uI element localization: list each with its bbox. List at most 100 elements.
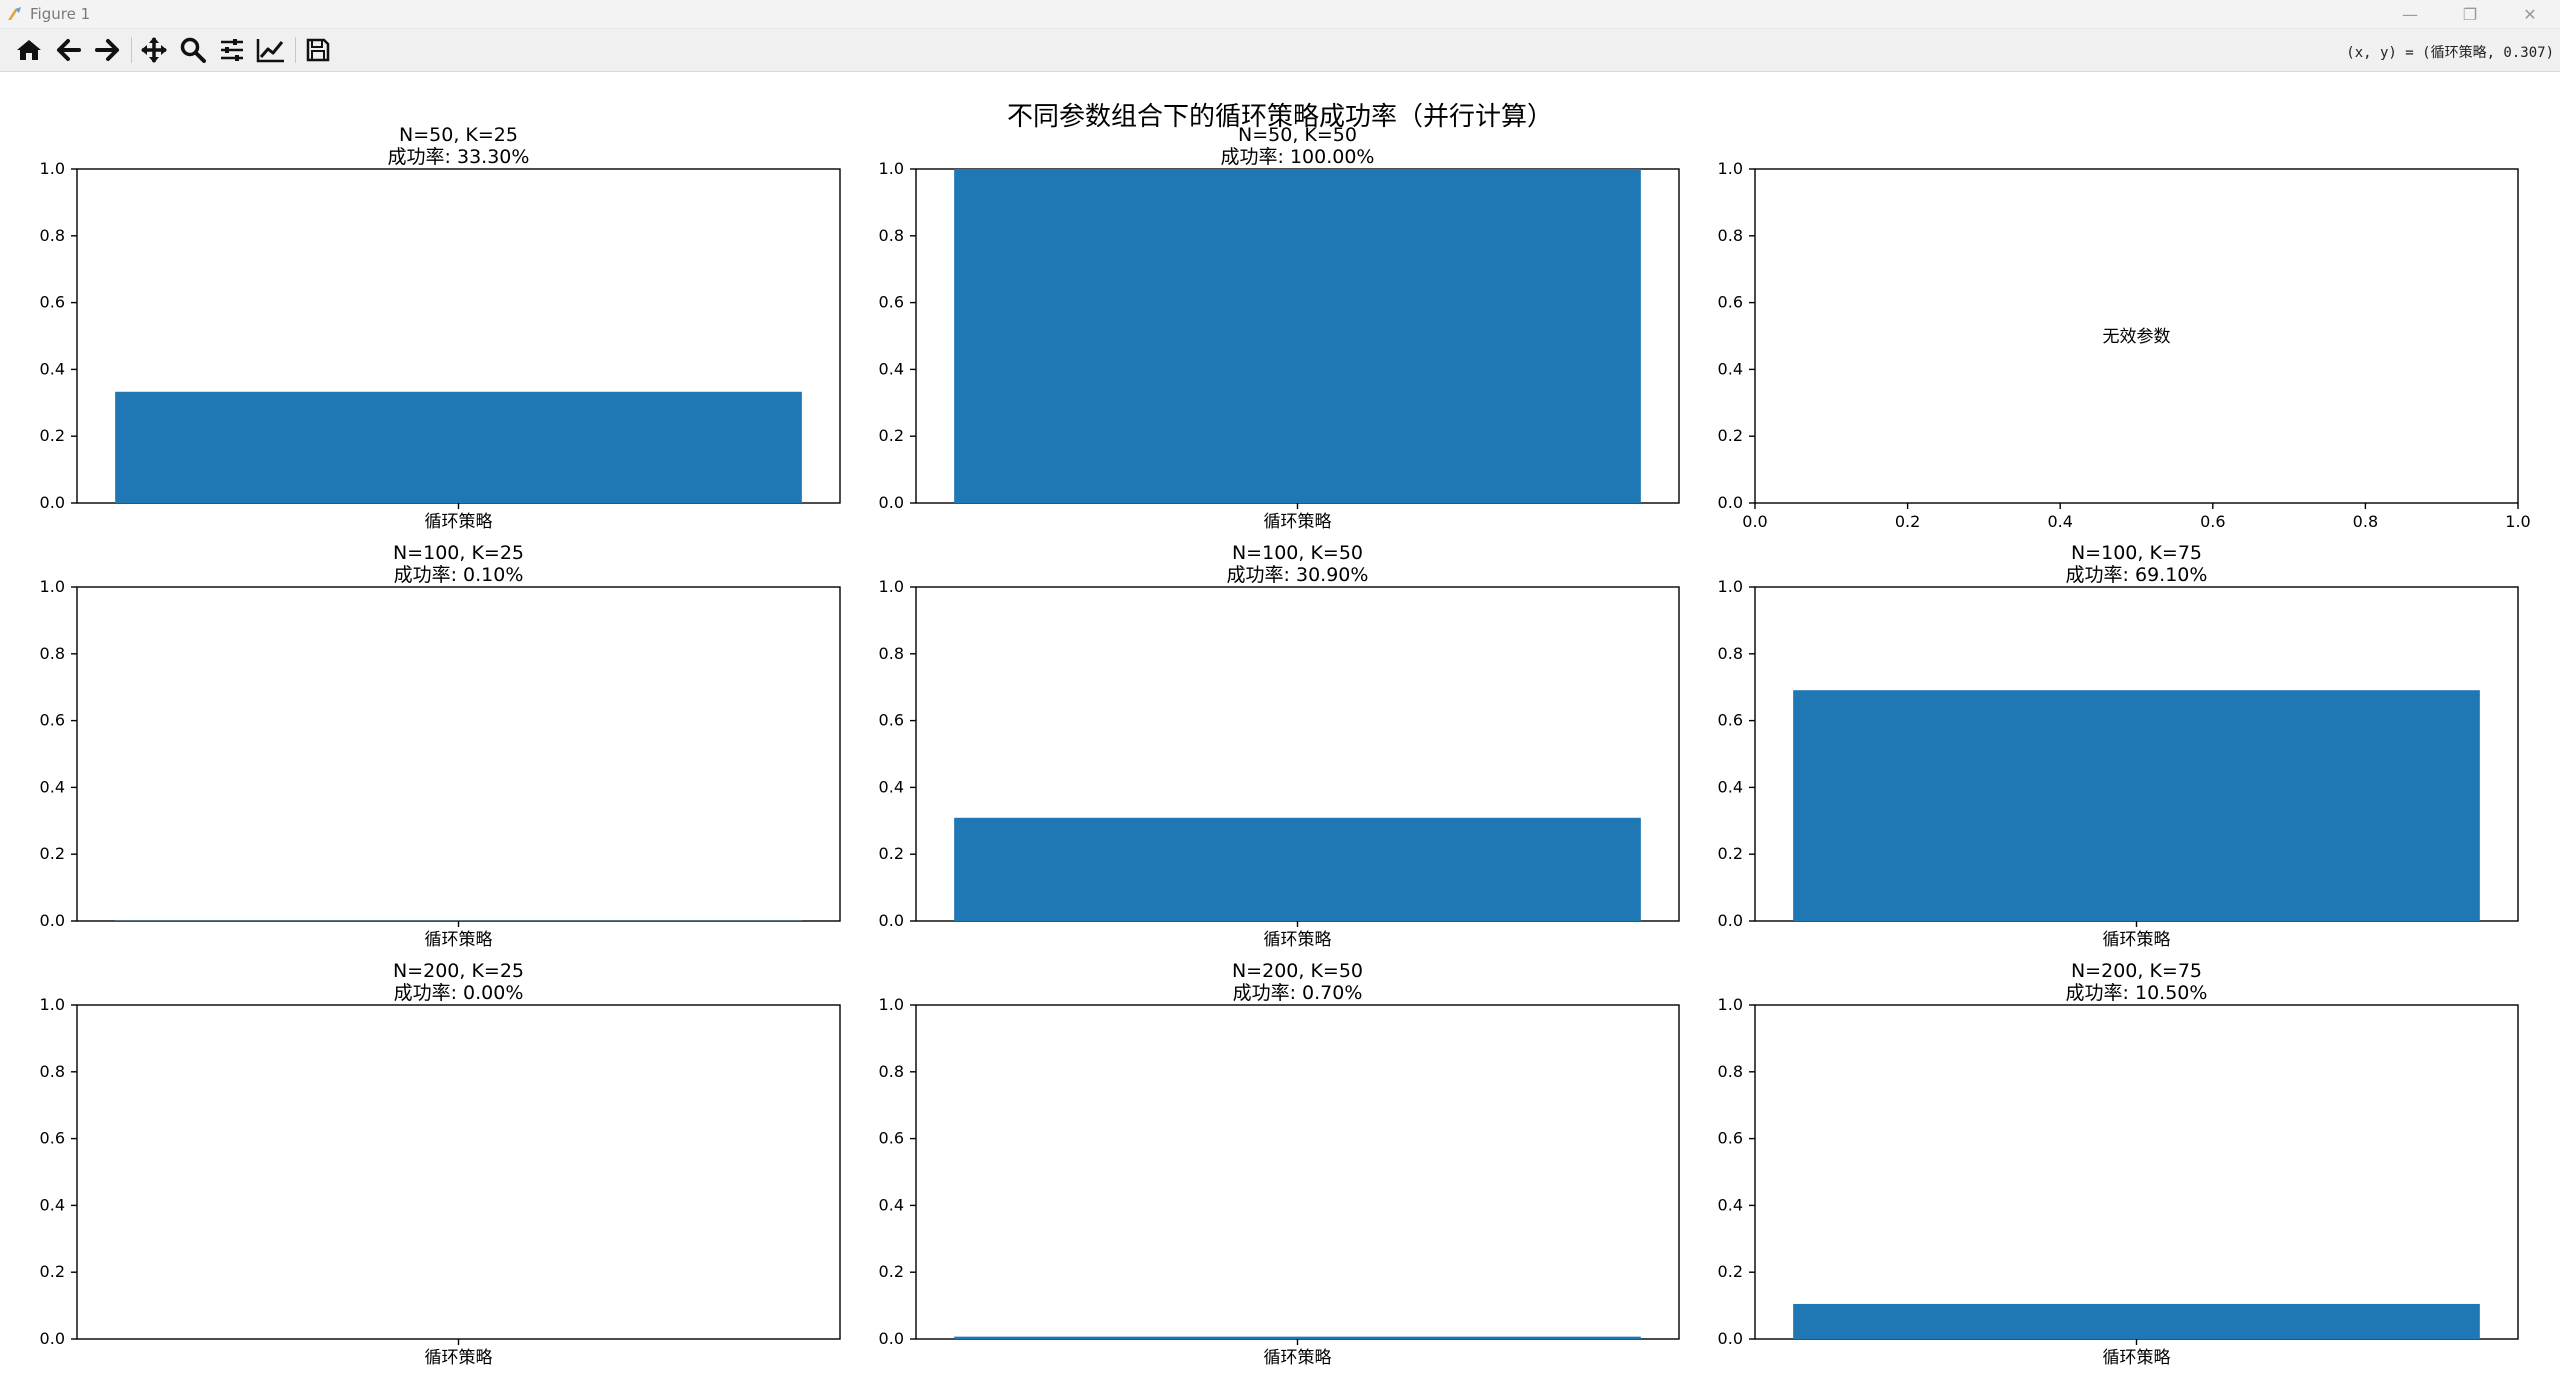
y-tick-label: 0.6 <box>40 293 65 312</box>
y-tick-label: 0.4 <box>40 777 65 796</box>
y-tick-label: 0.0 <box>40 1329 65 1348</box>
y-tick-label: 0.4 <box>879 1195 904 1214</box>
arrow-left-icon <box>57 39 81 61</box>
minimize-button[interactable]: — <box>2402 4 2418 24</box>
y-tick-label: 0.0 <box>1718 911 1743 930</box>
subplot-title: N=200, K=50 <box>1232 960 1363 982</box>
toolbar-separator <box>295 37 296 63</box>
bar <box>954 817 1641 921</box>
configure-subplots-button[interactable] <box>215 34 249 66</box>
y-tick-label: 0.0 <box>879 1329 904 1348</box>
y-tick-label: 0.0 <box>1718 493 1743 512</box>
y-tick-label: 0.2 <box>1718 426 1743 445</box>
y-tick-label: 0.2 <box>40 426 65 445</box>
y-tick-label: 0.6 <box>879 293 904 312</box>
x-tick-label: 0.2 <box>1895 512 1920 531</box>
y-tick-label: 1.0 <box>40 577 65 596</box>
figure-suptitle: 不同参数组合下的循环策略成功率（并行计算） <box>1006 102 1553 132</box>
y-tick-label: 0.6 <box>879 1129 904 1148</box>
toolbar-separator <box>131 37 132 63</box>
subplot-success-rate: 成功率: 100.00% <box>1221 146 1375 168</box>
y-tick-label: 0.6 <box>40 711 65 730</box>
y-tick-label: 1.0 <box>879 159 904 178</box>
y-tick-label: 1.0 <box>40 159 65 178</box>
back-button[interactable] <box>52 34 86 66</box>
subplot-title: N=50, K=25 <box>399 124 518 146</box>
subplot-success-rate: 成功率: 0.00% <box>394 982 524 1004</box>
y-tick-label: 0.4 <box>40 1195 65 1214</box>
bar <box>1793 1303 2480 1339</box>
x-tick-label: 0.6 <box>2200 512 2225 531</box>
y-tick-label: 1.0 <box>879 995 904 1014</box>
axes-frame <box>1754 1004 2519 1340</box>
subplot-success-rate: 成功率: 0.70% <box>1233 982 1363 1004</box>
cursor-coordinates: (x, y) = (循环策略, 0.307) <box>2346 45 2554 61</box>
y-tick-label: 0.8 <box>879 1062 904 1081</box>
subplot-success-rate: 成功率: 69.10% <box>2066 564 2208 586</box>
subplot-title: N=100, K=25 <box>393 542 524 564</box>
zoom-button[interactable] <box>176 34 210 66</box>
matplotlib-app-icon <box>8 7 21 20</box>
y-tick-label: 1.0 <box>40 995 65 1014</box>
y-tick-label: 0.8 <box>879 644 904 663</box>
pan-button[interactable] <box>137 34 171 66</box>
subplot-title: N=50, K=50 <box>1238 124 1357 146</box>
y-tick-label: 0.8 <box>1718 644 1743 663</box>
forward-button[interactable] <box>90 34 124 66</box>
floppy-disk-icon <box>306 38 330 62</box>
invalid-params-annotation: 无效参数 <box>2103 327 2171 347</box>
y-tick-label: 0.8 <box>879 226 904 245</box>
y-tick-label: 0.4 <box>1718 777 1743 796</box>
bar <box>1793 690 2480 921</box>
y-tick-label: 0.2 <box>40 844 65 863</box>
subplot-success-rate: 成功率: 0.10% <box>394 564 524 586</box>
y-tick-label: 0.2 <box>40 1262 65 1281</box>
subplot-title: N=100, K=50 <box>1232 542 1363 564</box>
subplot-title: N=200, K=75 <box>2071 960 2202 982</box>
bar <box>115 391 802 503</box>
x-tick-label: 循环策略 <box>425 1348 493 1368</box>
navigation-toolbar: (x, y) = (循环策略, 0.307) <box>0 29 2560 72</box>
y-tick-label: 0.6 <box>879 711 904 730</box>
axes-frame <box>915 1004 1680 1340</box>
y-tick-label: 0.0 <box>1718 1329 1743 1348</box>
save-button[interactable] <box>301 34 335 66</box>
x-tick-label: 循环策略 <box>2103 930 2171 950</box>
y-tick-label: 0.6 <box>1718 1129 1743 1148</box>
y-tick-label: 0.2 <box>1718 844 1743 863</box>
x-tick-label: 0.8 <box>2353 512 2378 531</box>
y-tick-label: 0.4 <box>879 359 904 378</box>
magnifier-icon <box>180 37 206 63</box>
bar <box>954 1336 1641 1339</box>
x-tick-label: 循环策略 <box>2103 1348 2171 1368</box>
arrow-right-icon <box>95 39 119 61</box>
x-tick-label: 0.4 <box>2047 512 2072 531</box>
y-tick-label: 0.8 <box>40 226 65 245</box>
figure-canvas[interactable]: 不同参数组合下的循环策略成功率（并行计算） 循环策略 0.0 0.2 0.4 0.6 0.… <box>0 72 2560 1380</box>
y-tick-label: 0.0 <box>40 493 65 512</box>
window-title: Figure 1 <box>30 5 91 23</box>
bar <box>954 169 1641 503</box>
y-tick-label: 0.8 <box>40 644 65 663</box>
x-tick-label: 循环策略 <box>425 930 493 950</box>
axes-frame <box>76 586 841 922</box>
x-tick-label: 循环策略 <box>1264 1348 1332 1368</box>
y-tick-label: 0.8 <box>40 1062 65 1081</box>
y-tick-label: 0.0 <box>40 911 65 930</box>
home-button[interactable] <box>12 34 46 66</box>
y-tick-label: 1.0 <box>1718 159 1743 178</box>
close-button[interactable]: ✕ <box>2523 4 2537 24</box>
edit-axis-button[interactable] <box>254 34 288 66</box>
x-tick-label: 1.0 <box>2505 512 2530 531</box>
y-tick-label: 0.4 <box>40 359 65 378</box>
y-tick-label: 0.8 <box>1718 226 1743 245</box>
y-tick-label: 0.4 <box>1718 1195 1743 1214</box>
subplot-success-rate: 成功率: 30.90% <box>1227 564 1369 586</box>
restore-button[interactable]: ❐ <box>2462 4 2478 24</box>
subplot-success-rate: 成功率: 33.30% <box>388 146 530 168</box>
y-tick-label: 0.8 <box>1718 1062 1743 1081</box>
y-tick-label: 0.6 <box>1718 293 1743 312</box>
y-tick-label: 0.2 <box>879 1262 904 1281</box>
x-tick-label: 循环策略 <box>1264 930 1332 950</box>
y-tick-label: 1.0 <box>1718 995 1743 1014</box>
